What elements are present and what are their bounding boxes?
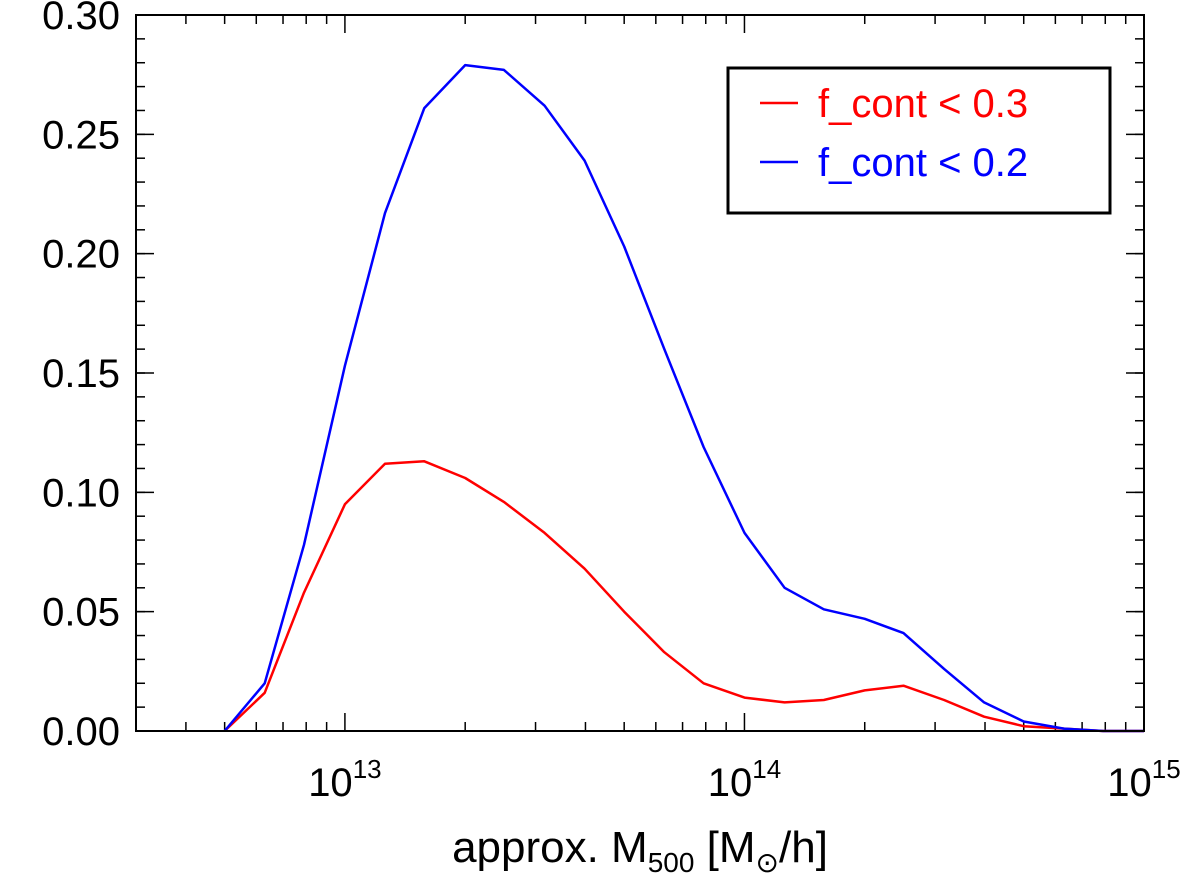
- x-tick-label: 1014: [708, 754, 781, 805]
- y-tick-label: 0.10: [42, 471, 120, 515]
- legend: f_cont < 0.3 f_cont < 0.2: [726, 66, 1112, 215]
- y-tick-label: 0.00: [42, 710, 120, 754]
- legend-label-0: f_cont < 0.3: [818, 82, 1028, 126]
- series-line-0: [223, 460, 1144, 733]
- y-tick-label: 0.05: [42, 591, 120, 635]
- x-axis-label: approx. M500 [M⊙/h]: [452, 823, 828, 878]
- x-tick-label: 1015: [1107, 754, 1180, 805]
- y-tick-label: 0.20: [42, 233, 120, 277]
- y-tick-label: 0.15: [42, 352, 120, 396]
- series-lines: [223, 63, 1144, 733]
- y-tick-label: 0.30: [42, 0, 120, 38]
- legend-label-1: f_cont < 0.2: [818, 141, 1028, 185]
- y-axis: 0.00 0.05 0.10 0.15 0.20 0.25 0.30: [42, 0, 1144, 754]
- legend-box: [726, 66, 1112, 215]
- series-line-1: [223, 63, 1144, 733]
- x-tick-label: 1013: [308, 754, 381, 805]
- y-tick-label: 0.25: [42, 113, 120, 157]
- x-axis: 1013 1014 1015: [308, 15, 1181, 805]
- minor-ticks: [135, 14, 1144, 732]
